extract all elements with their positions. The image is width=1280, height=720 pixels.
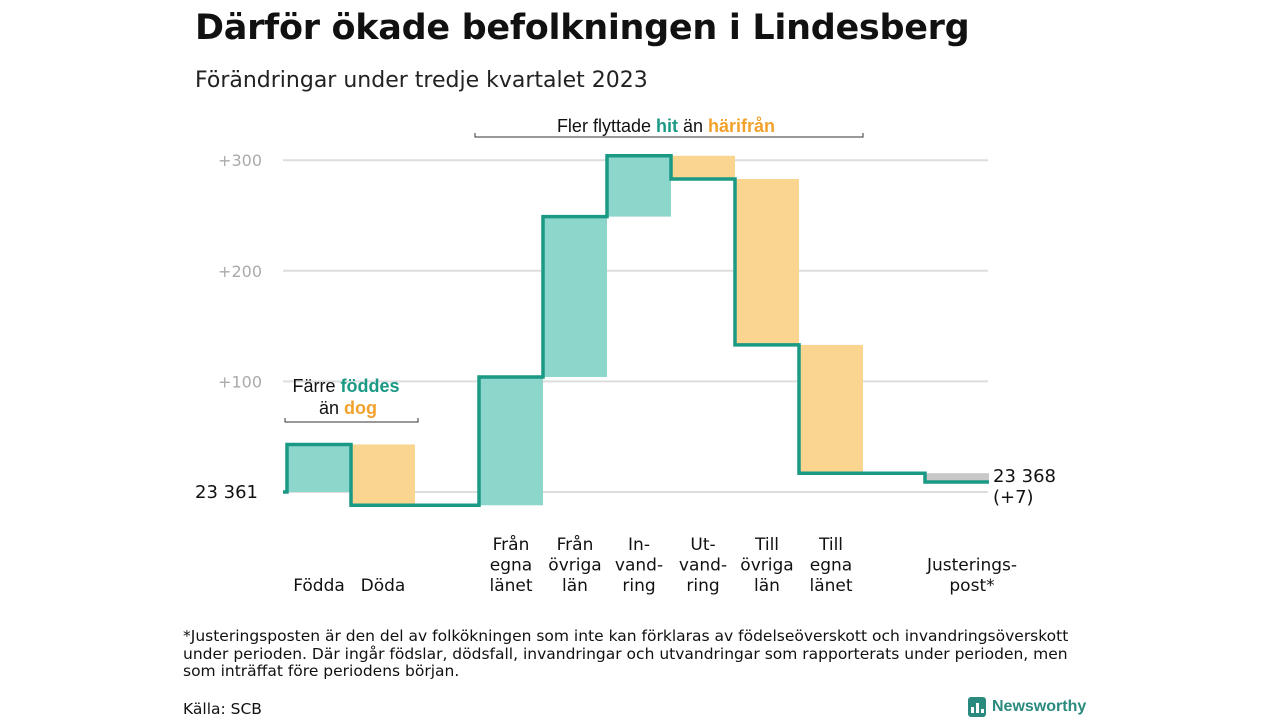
annotation-part: Fler flyttade: [557, 116, 656, 136]
bar-out: [735, 179, 799, 345]
moves-bracket: [474, 133, 864, 138]
category-label: övriga: [548, 556, 601, 576]
category-label: län: [562, 576, 588, 596]
category-label: Döda: [361, 576, 406, 596]
category-label: ring: [686, 576, 719, 596]
category-label: egna: [810, 556, 852, 576]
bar-chart-logo-icon: [968, 697, 986, 717]
category-label: Från: [493, 534, 530, 555]
chart-title: Därför ökade befolkningen i Lindesberg: [195, 8, 970, 48]
cumulative-line: [283, 154, 989, 508]
category-label: länet: [489, 576, 532, 596]
category-label: Till: [818, 535, 843, 555]
bar-out: [351, 444, 415, 506]
newsworthy-logo[interactable]: Newsworthy: [968, 697, 1086, 717]
annotation-part: härifrån: [708, 116, 775, 136]
category-label: Från: [557, 534, 594, 555]
category-label: län: [754, 576, 780, 596]
annotation-part: än: [319, 398, 344, 418]
cumulative-step-line: [283, 154, 989, 508]
category-label: Ut-: [690, 535, 715, 555]
annotation-part: än: [678, 116, 708, 136]
category-label: övriga: [740, 556, 793, 576]
bar-in: [607, 155, 671, 217]
annotation-part: hit: [656, 116, 678, 136]
category-labels: Födda DödaFrånegnalänetFrånövrigalänIn-va…: [293, 534, 1017, 596]
annotation-part: Färre: [292, 376, 340, 396]
births-annotation-line2: än dog: [319, 398, 377, 418]
category-label: egna: [490, 556, 532, 576]
bar-in: [287, 444, 351, 492]
y-tick-label: +300: [218, 151, 262, 170]
value-labels: 23 361 23 368(+7): [195, 466, 1056, 508]
category-label: Till: [754, 535, 779, 555]
end-change-label: (+7): [993, 487, 1034, 508]
bar-adjust: [925, 473, 989, 483]
logo-text: Newsworthy: [992, 698, 1087, 715]
y-tick-label: +200: [218, 262, 262, 281]
y-tick-label: +100: [218, 372, 262, 391]
bar-fills: [287, 155, 989, 506]
start-value-label: 23 361: [195, 482, 258, 503]
moves-annotation: Fler flyttade hit än härifrån: [557, 116, 775, 136]
category-label: Justerings-: [926, 556, 1017, 576]
births-bracket: [284, 418, 419, 423]
births-annotation-line1: Färre föddes: [292, 376, 399, 396]
category-label: vand-: [679, 556, 727, 576]
category-label: länet: [809, 576, 852, 596]
bar-in: [543, 216, 607, 377]
y-tick-labels: +100 +200 +300: [218, 151, 262, 391]
category-label: ring: [622, 576, 655, 596]
category-label: vand-: [615, 556, 663, 576]
category-label: post*: [949, 576, 994, 596]
bar-out: [799, 344, 863, 474]
category-label: In-: [628, 535, 650, 555]
chart-subtitle: Förändringar under tredje kvartalet 2023: [195, 68, 648, 93]
annotation-part: dog: [344, 398, 377, 418]
source-note: Källa: SCB: [183, 700, 262, 718]
end-value-label: 23 368: [993, 466, 1056, 487]
footnote: *Justeringsposten är den del av folkökni…: [183, 627, 1069, 680]
bar-in: [479, 376, 543, 506]
category-label: Födda: [293, 576, 345, 596]
annotation-part: föddes: [341, 376, 400, 396]
bar-out: [671, 155, 735, 180]
